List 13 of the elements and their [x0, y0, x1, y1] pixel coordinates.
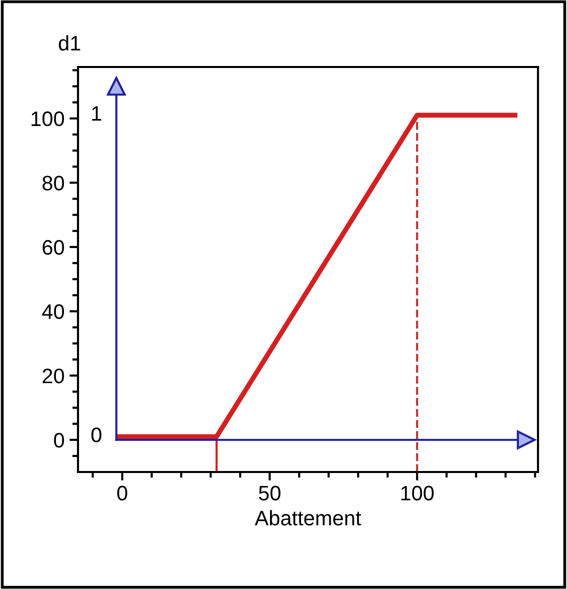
y-tick-label: 0 — [54, 432, 64, 448]
x-axis-title: Abattement — [254, 510, 362, 526]
x-tick-label: 50 — [258, 486, 280, 500]
x-tick-label: 0 — [117, 486, 128, 500]
y-tick-label: 80 — [42, 176, 64, 190]
y-tick-label: 100 — [32, 111, 64, 126]
y-tick-label: 40 — [42, 304, 64, 320]
annotation: 0 — [91, 427, 102, 442]
x-tick-label: 100 — [401, 486, 434, 500]
y-tick-label: 20 — [42, 368, 64, 384]
y-tick-label: 60 — [42, 240, 64, 255]
annotation: 1 — [92, 106, 102, 121]
chart-title: d1 — [58, 35, 80, 51]
